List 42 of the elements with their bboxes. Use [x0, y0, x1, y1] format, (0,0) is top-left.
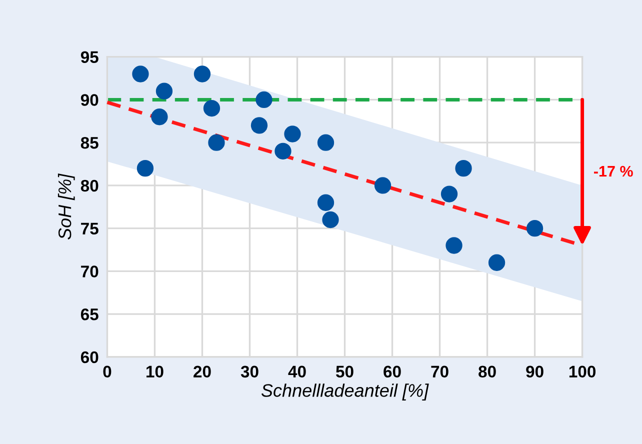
point	[151, 108, 168, 126]
x-tick-label: 40	[288, 366, 306, 378]
y-tick-label: 70	[81, 266, 98, 278]
x-tick-label: 30	[240, 366, 258, 378]
point	[274, 142, 292, 160]
point	[132, 66, 149, 82]
x-tick-label: 20	[194, 366, 211, 378]
y-axis-title: SoH [%]	[58, 173, 75, 240]
y-tick-label: 60	[80, 351, 98, 364]
y-tick-label: 75	[81, 222, 98, 235]
y-tick-label: 90	[80, 94, 98, 106]
y-tick-label: 85	[80, 136, 98, 149]
point	[440, 186, 458, 202]
point	[194, 66, 211, 82]
y-tick-label: 65	[80, 308, 98, 320]
y-tick-label: 80	[80, 180, 98, 192]
point	[317, 194, 334, 211]
x-tick-label: 50	[336, 366, 354, 378]
point	[526, 220, 544, 237]
x-tick-label: 70	[431, 366, 448, 378]
x-tick-label: 10	[146, 366, 164, 378]
point	[208, 134, 225, 151]
y-tick-label: 95	[80, 51, 98, 64]
point	[374, 177, 392, 194]
point	[136, 160, 154, 177]
point	[203, 100, 220, 117]
point	[317, 134, 334, 151]
x-axis-title: Schnellladeanteil [%]	[261, 384, 429, 400]
point	[488, 254, 506, 271]
x-tick-label: 100	[569, 366, 596, 378]
point	[156, 82, 173, 100]
x-tick-label: 90	[526, 366, 544, 378]
text: -17 %	[594, 166, 633, 177]
point	[446, 237, 462, 254]
point	[250, 117, 268, 134]
x-tick-label: 60	[384, 366, 401, 378]
point	[284, 126, 301, 142]
x-tick-label: 0	[103, 366, 112, 378]
point	[256, 91, 272, 108]
x-tick-label: 80	[478, 366, 496, 378]
point	[322, 211, 339, 228]
point	[455, 160, 472, 177]
